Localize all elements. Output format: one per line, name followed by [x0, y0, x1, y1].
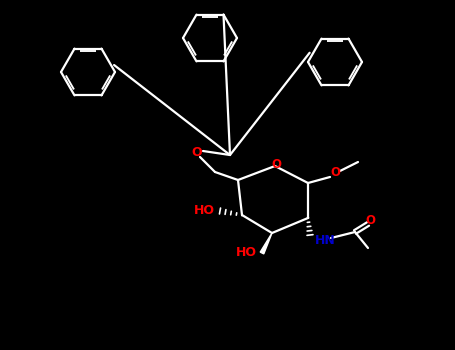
Text: HO: HO	[194, 204, 215, 217]
Polygon shape	[260, 233, 272, 254]
Text: O: O	[192, 147, 202, 160]
Text: O: O	[365, 214, 375, 226]
Text: HO: HO	[236, 246, 257, 259]
Text: O: O	[330, 167, 340, 180]
Text: HN: HN	[315, 233, 336, 246]
Text: O: O	[271, 159, 281, 172]
